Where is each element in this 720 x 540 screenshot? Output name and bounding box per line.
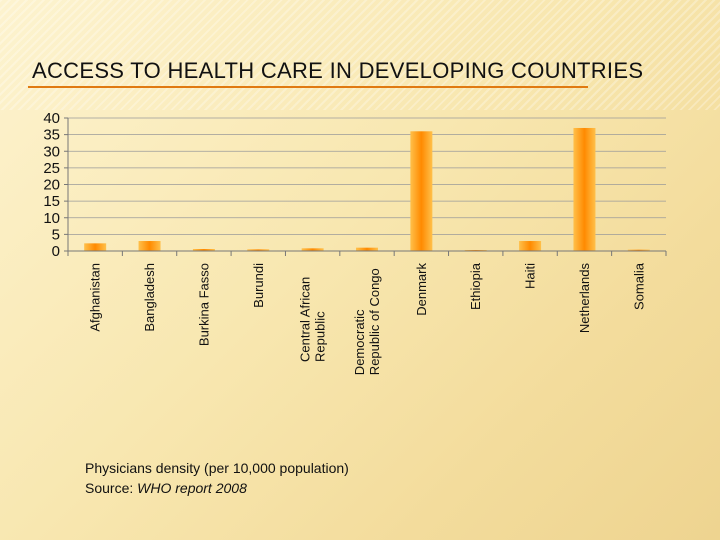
x-tick-label: Haiti <box>523 263 538 289</box>
caption-measure: Physicians density (per 10,000 populatio… <box>85 460 349 476</box>
title-underline <box>28 86 588 88</box>
bar <box>356 247 378 251</box>
y-tick-label: 10 <box>43 210 60 227</box>
bar <box>519 241 542 251</box>
x-tick-label: Bangladesh <box>142 263 157 332</box>
x-tick-label: DemocraticRepublic of Congo <box>352 268 382 375</box>
caption-source-prefix: Source: <box>85 480 138 496</box>
x-tick-label: Netherlands <box>577 263 592 334</box>
x-tick-label: Burkina Fasso <box>196 263 211 346</box>
bar <box>192 249 215 251</box>
y-tick-label: 20 <box>43 177 60 194</box>
y-tick-label: 0 <box>52 243 60 260</box>
x-tick-label: Somalia <box>631 262 646 310</box>
y-tick-label: 40 <box>43 110 60 127</box>
x-tick-label: Burundi <box>251 263 266 308</box>
bar <box>573 127 596 251</box>
x-tick-label: Afghanistan <box>88 263 103 332</box>
slide-title: ACCESS TO HEALTH CARE IN DEVELOPING COUN… <box>32 58 644 83</box>
bar <box>410 131 433 251</box>
bar <box>627 249 650 251</box>
bar <box>301 248 324 251</box>
y-tick-label: 25 <box>43 160 60 177</box>
x-tick-label: Central AfricanRepublic <box>298 277 328 362</box>
y-tick-label: 35 <box>43 127 60 144</box>
bar <box>138 241 161 251</box>
y-tick-label: 5 <box>52 226 60 243</box>
y-tick-label: 30 <box>43 143 60 160</box>
y-tick-label: 15 <box>43 193 60 210</box>
chart-caption: Physicians density (per 10,000 populatio… <box>85 458 349 498</box>
caption-source-name: WHO report 2008 <box>137 480 247 496</box>
background-stripes <box>0 0 720 110</box>
bar <box>247 249 270 251</box>
bar <box>84 243 107 251</box>
x-tick-label: Denmark <box>414 263 429 316</box>
caption-source: Source: WHO report 2008 <box>85 478 349 498</box>
x-tick-label: Ethiopia <box>468 262 483 310</box>
